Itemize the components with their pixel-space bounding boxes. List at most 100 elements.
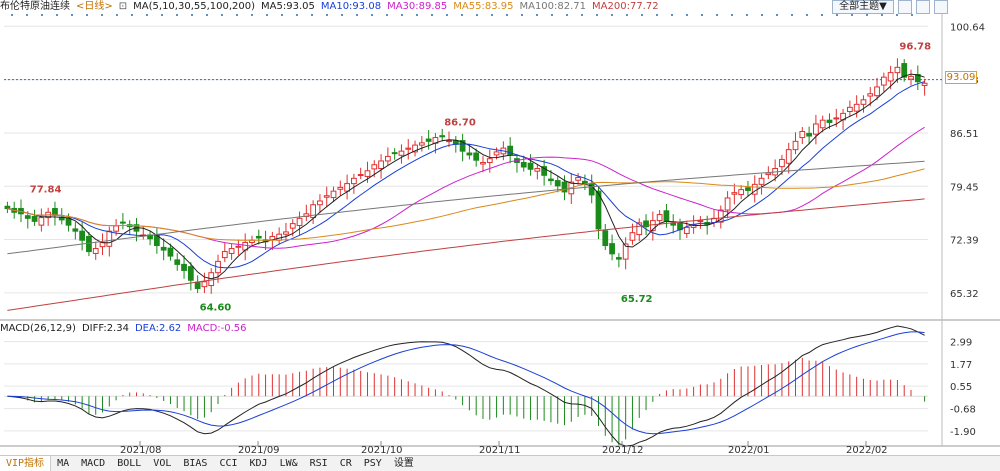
- tab-ma[interactable]: MA: [57, 458, 70, 469]
- candle-body: [79, 230, 86, 241]
- dot-marker: [581, 14, 583, 16]
- candle-body: [846, 106, 853, 113]
- tab-psy[interactable]: PSY: [363, 458, 382, 469]
- candle-body: [283, 231, 289, 235]
- ma-params: MA(5,10,30,55,100,200): [133, 1, 256, 12]
- candle-body: [201, 281, 208, 288]
- dot-marker: [86, 14, 88, 16]
- candle-body: [595, 190, 602, 230]
- tab-lw[interactable]: LW&: [279, 458, 298, 469]
- macd-tick-label: 2.99: [950, 338, 972, 349]
- candle-body: [894, 66, 901, 74]
- candle-body: [337, 186, 344, 190]
- dot-marker: [206, 14, 208, 16]
- candle-body: [113, 225, 119, 232]
- candle-body: [160, 246, 167, 251]
- candle-body: [622, 243, 629, 260]
- period-label[interactable]: <日线>: [76, 1, 113, 12]
- dot-marker: [266, 14, 268, 16]
- candle-body: [779, 158, 785, 168]
- candle-body: [643, 220, 649, 228]
- dot-marker: [446, 14, 448, 16]
- dot-marker: [191, 14, 193, 16]
- candle-body: [731, 192, 738, 195]
- tab-rsi[interactable]: RSI: [309, 458, 328, 469]
- grid-icon[interactable]: [898, 0, 912, 14]
- dot-marker: [371, 14, 373, 16]
- tab-boll[interactable]: BOLL: [117, 458, 142, 469]
- candle-body: [174, 259, 181, 265]
- candle-body: [289, 223, 296, 229]
- instrument-title: 布伦特原油连续: [0, 1, 70, 12]
- candle-body: [480, 161, 486, 165]
- candle-body: [425, 138, 432, 142]
- dot-marker: [176, 14, 178, 16]
- tab-vip[interactable]: VIP指标: [0, 456, 52, 471]
- dot-marker: [656, 14, 658, 16]
- dot-marker: [56, 14, 58, 16]
- candle-body: [826, 119, 833, 123]
- candle-body: [418, 142, 425, 146]
- candle-body: [792, 140, 799, 151]
- candle-body: [683, 226, 690, 234]
- candle-body: [534, 168, 541, 172]
- candle-body: [310, 204, 317, 219]
- candle-body: [670, 222, 677, 226]
- candle-body: [785, 149, 792, 164]
- diff-label: DIFF:2.34: [81, 323, 129, 334]
- dot-marker: [146, 14, 148, 16]
- candle-body: [758, 177, 765, 185]
- tab-settings[interactable]: 设置: [393, 458, 414, 469]
- candle-body: [629, 232, 636, 241]
- dot-marker: [116, 14, 118, 16]
- tab-bias[interactable]: BIAS: [183, 458, 208, 469]
- dot-marker: [386, 14, 388, 16]
- dot-marker: [416, 14, 418, 16]
- candle-body: [527, 162, 534, 170]
- candle-body: [867, 93, 874, 97]
- dot-marker: [296, 14, 298, 16]
- candle-body: [819, 119, 826, 129]
- tab-cr[interactable]: CR: [339, 458, 352, 469]
- candle-body: [541, 166, 548, 176]
- candle-body: [194, 281, 201, 290]
- candle-body: [357, 174, 364, 177]
- candle-body: [228, 248, 235, 254]
- candle-body: [615, 257, 622, 260]
- candle-body: [459, 140, 466, 152]
- dot-marker: [71, 14, 73, 16]
- candle-body: [317, 200, 323, 206]
- dot-marker: [161, 14, 163, 16]
- candle-body: [636, 222, 643, 236]
- tab-kdj[interactable]: KDJ: [249, 458, 268, 469]
- candle-body: [908, 75, 914, 80]
- close-icon[interactable]: [934, 0, 948, 14]
- candle-body: [330, 190, 337, 199]
- candle-body: [391, 152, 398, 155]
- theme-dropdown[interactable]: 全部主题▼: [832, 0, 894, 14]
- ma100-label: MA100:82.71: [519, 1, 587, 12]
- dot-marker: [776, 14, 778, 16]
- dot-marker: [791, 14, 793, 16]
- tab-macd[interactable]: MACD: [81, 458, 106, 469]
- ma55-line: [7, 168, 925, 241]
- dot-marker: [551, 14, 553, 16]
- candle-body: [24, 215, 31, 219]
- dot-marker: [866, 14, 868, 16]
- tab-cci[interactable]: CCI: [219, 458, 238, 469]
- candle-body: [582, 180, 588, 185]
- dot-marker: [401, 14, 403, 16]
- dot-marker: [851, 14, 853, 16]
- collapse-icon[interactable]: ⊡: [118, 1, 128, 12]
- indicator-tabs: VIP指标 MA MACD BOLL VOL BIAS CCI KDJ LW& RSI CR PSY 设…: [0, 455, 1000, 471]
- candle-body: [717, 209, 724, 223]
- dot-marker: [746, 14, 748, 16]
- candle-body: [384, 155, 391, 162]
- settings-icon[interactable]: [916, 0, 930, 14]
- candle-body: [860, 99, 867, 105]
- macd-label: MACD:-0.56: [187, 323, 247, 334]
- dot-marker: [566, 14, 568, 16]
- tab-vol[interactable]: VOL: [153, 458, 172, 469]
